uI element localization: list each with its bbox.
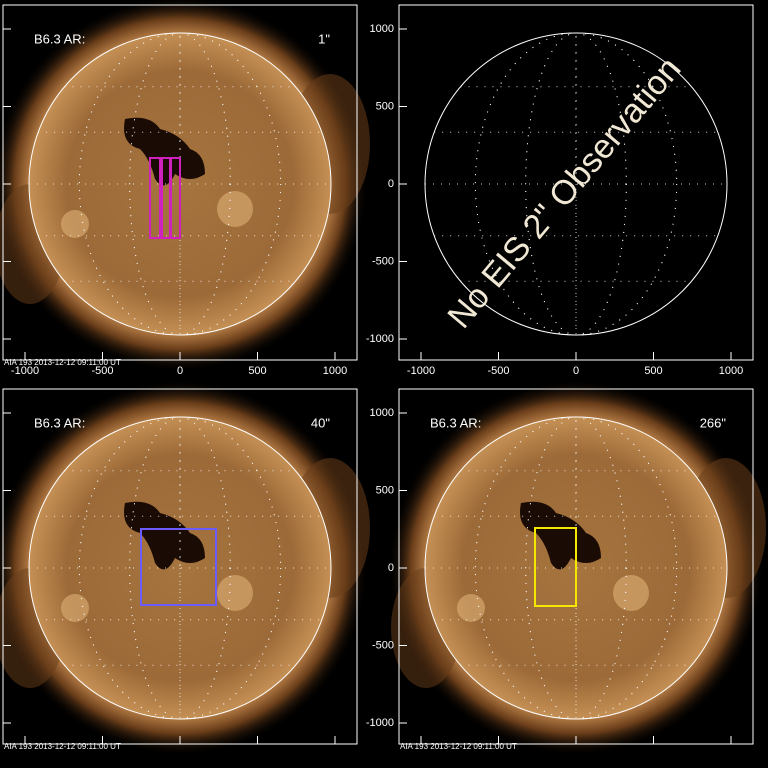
resolution-label: 1" bbox=[318, 31, 330, 46]
longitude bbox=[474, 32, 678, 336]
x-tick-label: -500 bbox=[91, 365, 113, 377]
bright-region bbox=[457, 594, 485, 622]
longitude bbox=[78, 416, 282, 720]
y-tick-label: 0 bbox=[388, 562, 394, 574]
footer: AIA 193 2013-12-12 09:11:00 UT bbox=[4, 742, 121, 751]
panel-label: B6.3 AR: bbox=[34, 415, 85, 430]
y-tick-label: 500 bbox=[376, 484, 394, 496]
x-tick-label: 0 bbox=[177, 365, 183, 377]
bright-region bbox=[217, 575, 253, 611]
resolution-label: 266" bbox=[700, 415, 727, 430]
longitude bbox=[129, 416, 231, 720]
bright-region bbox=[613, 575, 649, 611]
x-tick-label: -1000 bbox=[407, 365, 435, 377]
coronal-hole bbox=[520, 501, 601, 570]
footer: AIA 193 2013-12-12 09:11:00 UT bbox=[400, 742, 517, 751]
bright-region bbox=[61, 210, 89, 238]
y-tick-label: -1000 bbox=[366, 333, 394, 345]
x-tick-label: 0 bbox=[573, 365, 579, 377]
y-tick-label: 500 bbox=[376, 100, 394, 112]
bright-region bbox=[61, 594, 89, 622]
coronal-hole bbox=[124, 117, 205, 186]
panel: B6.3 AR: 40" AIA 193 2013-12-12 09:11:00 U… bbox=[0, 380, 370, 756]
y-tick-label: 0 bbox=[388, 178, 394, 190]
x-tick-label: 1000 bbox=[323, 365, 347, 377]
panel-label: B6.3 AR: bbox=[430, 415, 481, 430]
y-tick-label: -1000 bbox=[366, 717, 394, 729]
y-tick-label: -500 bbox=[372, 639, 394, 651]
x-tick-label: -1000 bbox=[11, 365, 39, 377]
x-tick-label: 1000 bbox=[719, 365, 743, 377]
footer: AIA 193 2013-12-12 09:11:00 UT bbox=[4, 358, 121, 367]
raster-box bbox=[169, 157, 181, 239]
longitude bbox=[525, 32, 627, 336]
longitude bbox=[78, 32, 282, 336]
x-tick-label: -500 bbox=[487, 365, 509, 377]
resolution-label: 40" bbox=[311, 415, 330, 430]
longitude bbox=[474, 416, 678, 720]
x-tick-label: 500 bbox=[644, 365, 662, 377]
longitude bbox=[525, 416, 627, 720]
y-tick-label: -500 bbox=[372, 255, 394, 267]
panel: -1000 -500 0 500 1000 B6.3 AR: 1" AIA 193 2013-… bbox=[0, 0, 370, 377]
panel: -1000 -500 0 500 1000 B6.3 AR: 266" AIA 193 201… bbox=[366, 380, 766, 756]
bright-region bbox=[217, 191, 253, 227]
raster-box bbox=[149, 157, 163, 239]
coronal-hole bbox=[124, 501, 205, 570]
panel-label: B6.3 AR: bbox=[34, 31, 85, 46]
raster-box bbox=[140, 528, 217, 606]
x-tick-label: 500 bbox=[248, 365, 266, 377]
longitude bbox=[129, 32, 231, 336]
y-tick-label: 1000 bbox=[370, 407, 394, 419]
raster-box bbox=[534, 527, 577, 607]
y-tick-label: 1000 bbox=[370, 23, 394, 35]
